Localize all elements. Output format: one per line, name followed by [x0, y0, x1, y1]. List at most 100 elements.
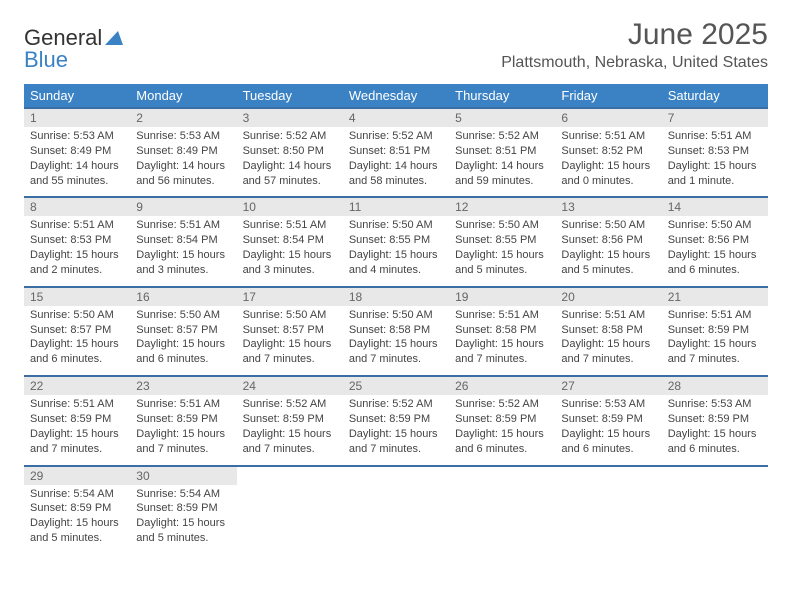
day-sunrise: Sunrise: 5:50 AM [668, 218, 762, 233]
day-number: 6 [555, 108, 661, 127]
calendar-table: Sunday Monday Tuesday Wednesday Thursday… [24, 84, 768, 554]
day-cell: Sunrise: 5:52 AMSunset: 8:59 PMDaylight:… [343, 395, 449, 465]
day-cell: Sunrise: 5:53 AMSunset: 8:49 PMDaylight:… [24, 127, 130, 197]
day-sunset: Sunset: 8:59 PM [30, 412, 124, 427]
weekday-header: Sunday [24, 84, 130, 108]
day-dl2: and 6 minutes. [561, 442, 655, 457]
day-cell: Sunrise: 5:52 AMSunset: 8:59 PMDaylight:… [237, 395, 343, 465]
day-sunset: Sunset: 8:53 PM [30, 233, 124, 248]
day-dl1: Daylight: 15 hours [668, 337, 762, 352]
empty-day-number [555, 466, 661, 485]
day-dl2: and 7 minutes. [455, 352, 549, 367]
day-sunrise: Sunrise: 5:54 AM [30, 487, 124, 502]
day-sunset: Sunset: 8:49 PM [30, 144, 124, 159]
day-cell: Sunrise: 5:53 AMSunset: 8:59 PMDaylight:… [555, 395, 661, 465]
day-sunset: Sunset: 8:58 PM [455, 323, 549, 338]
day-sunset: Sunset: 8:59 PM [30, 501, 124, 516]
month-title: June 2025 [501, 18, 768, 52]
day-number: 28 [662, 376, 768, 395]
day-sunset: Sunset: 8:57 PM [136, 323, 230, 338]
day-sunset: Sunset: 8:58 PM [349, 323, 443, 338]
day-dl2: and 57 minutes. [243, 174, 337, 189]
day-cell: Sunrise: 5:51 AMSunset: 8:54 PMDaylight:… [237, 216, 343, 286]
day-number: 4 [343, 108, 449, 127]
day-dl1: Daylight: 15 hours [136, 337, 230, 352]
day-dl1: Daylight: 14 hours [455, 159, 549, 174]
day-sunrise: Sunrise: 5:52 AM [455, 129, 549, 144]
day-cell: Sunrise: 5:51 AMSunset: 8:58 PMDaylight:… [449, 306, 555, 376]
day-dl2: and 59 minutes. [455, 174, 549, 189]
weekday-header: Monday [130, 84, 236, 108]
location: Plattsmouth, Nebraska, United States [501, 54, 768, 72]
day-sunset: Sunset: 8:55 PM [455, 233, 549, 248]
day-dl2: and 7 minutes. [349, 352, 443, 367]
day-dl2: and 6 minutes. [668, 442, 762, 457]
day-dl2: and 56 minutes. [136, 174, 230, 189]
daynum-row: 2930 [24, 466, 768, 485]
day-dl2: and 55 minutes. [30, 174, 124, 189]
day-dl2: and 4 minutes. [349, 263, 443, 278]
day-number: 21 [662, 287, 768, 306]
logo-triangle-icon [105, 27, 123, 49]
day-sunset: Sunset: 8:59 PM [561, 412, 655, 427]
day-number: 8 [24, 197, 130, 216]
day-dl1: Daylight: 15 hours [30, 337, 124, 352]
day-dl2: and 7 minutes. [243, 352, 337, 367]
day-sunset: Sunset: 8:57 PM [30, 323, 124, 338]
title-block: June 2025 Plattsmouth, Nebraska, United … [501, 18, 768, 80]
day-sunset: Sunset: 8:52 PM [561, 144, 655, 159]
day-sunrise: Sunrise: 5:52 AM [243, 397, 337, 412]
empty-day-cell [343, 485, 449, 554]
day-sunrise: Sunrise: 5:51 AM [136, 397, 230, 412]
day-dl1: Daylight: 15 hours [30, 248, 124, 263]
day-number: 23 [130, 376, 236, 395]
day-cell: Sunrise: 5:50 AMSunset: 8:57 PMDaylight:… [130, 306, 236, 376]
day-cell: Sunrise: 5:52 AMSunset: 8:51 PMDaylight:… [449, 127, 555, 197]
day-number: 24 [237, 376, 343, 395]
day-number: 30 [130, 466, 236, 485]
day-sunset: Sunset: 8:51 PM [349, 144, 443, 159]
day-cell: Sunrise: 5:50 AMSunset: 8:58 PMDaylight:… [343, 306, 449, 376]
day-dl1: Daylight: 15 hours [668, 159, 762, 174]
day-number: 27 [555, 376, 661, 395]
day-number: 12 [449, 197, 555, 216]
day-dl1: Daylight: 15 hours [455, 248, 549, 263]
day-dl1: Daylight: 15 hours [349, 248, 443, 263]
empty-day-cell [662, 485, 768, 554]
empty-day-number [343, 466, 449, 485]
day-cell: Sunrise: 5:51 AMSunset: 8:59 PMDaylight:… [24, 395, 130, 465]
daynum-row: 22232425262728 [24, 376, 768, 395]
day-cell: Sunrise: 5:51 AMSunset: 8:53 PMDaylight:… [24, 216, 130, 286]
day-sunrise: Sunrise: 5:52 AM [455, 397, 549, 412]
day-sunset: Sunset: 8:59 PM [243, 412, 337, 427]
content-row: Sunrise: 5:50 AMSunset: 8:57 PMDaylight:… [24, 306, 768, 376]
daynum-row: 1234567 [24, 108, 768, 127]
day-sunset: Sunset: 8:59 PM [349, 412, 443, 427]
day-sunrise: Sunrise: 5:51 AM [30, 218, 124, 233]
day-sunset: Sunset: 8:51 PM [455, 144, 549, 159]
content-row: Sunrise: 5:51 AMSunset: 8:59 PMDaylight:… [24, 395, 768, 465]
day-dl2: and 6 minutes. [455, 442, 549, 457]
day-sunrise: Sunrise: 5:51 AM [30, 397, 124, 412]
day-cell: Sunrise: 5:51 AMSunset: 8:53 PMDaylight:… [662, 127, 768, 197]
day-number: 7 [662, 108, 768, 127]
day-number: 11 [343, 197, 449, 216]
day-cell: Sunrise: 5:51 AMSunset: 8:59 PMDaylight:… [130, 395, 236, 465]
day-cell: Sunrise: 5:52 AMSunset: 8:59 PMDaylight:… [449, 395, 555, 465]
day-sunrise: Sunrise: 5:51 AM [561, 308, 655, 323]
day-dl2: and 7 minutes. [349, 442, 443, 457]
empty-day-cell [555, 485, 661, 554]
day-cell: Sunrise: 5:52 AMSunset: 8:51 PMDaylight:… [343, 127, 449, 197]
day-sunrise: Sunrise: 5:53 AM [136, 129, 230, 144]
day-number: 18 [343, 287, 449, 306]
empty-day-number [662, 466, 768, 485]
day-sunrise: Sunrise: 5:51 AM [243, 218, 337, 233]
day-cell: Sunrise: 5:51 AMSunset: 8:54 PMDaylight:… [130, 216, 236, 286]
day-number: 22 [24, 376, 130, 395]
day-dl1: Daylight: 15 hours [455, 337, 549, 352]
day-number: 9 [130, 197, 236, 216]
day-dl1: Daylight: 15 hours [561, 337, 655, 352]
day-dl2: and 0 minutes. [561, 174, 655, 189]
day-number: 13 [555, 197, 661, 216]
day-sunrise: Sunrise: 5:50 AM [243, 308, 337, 323]
